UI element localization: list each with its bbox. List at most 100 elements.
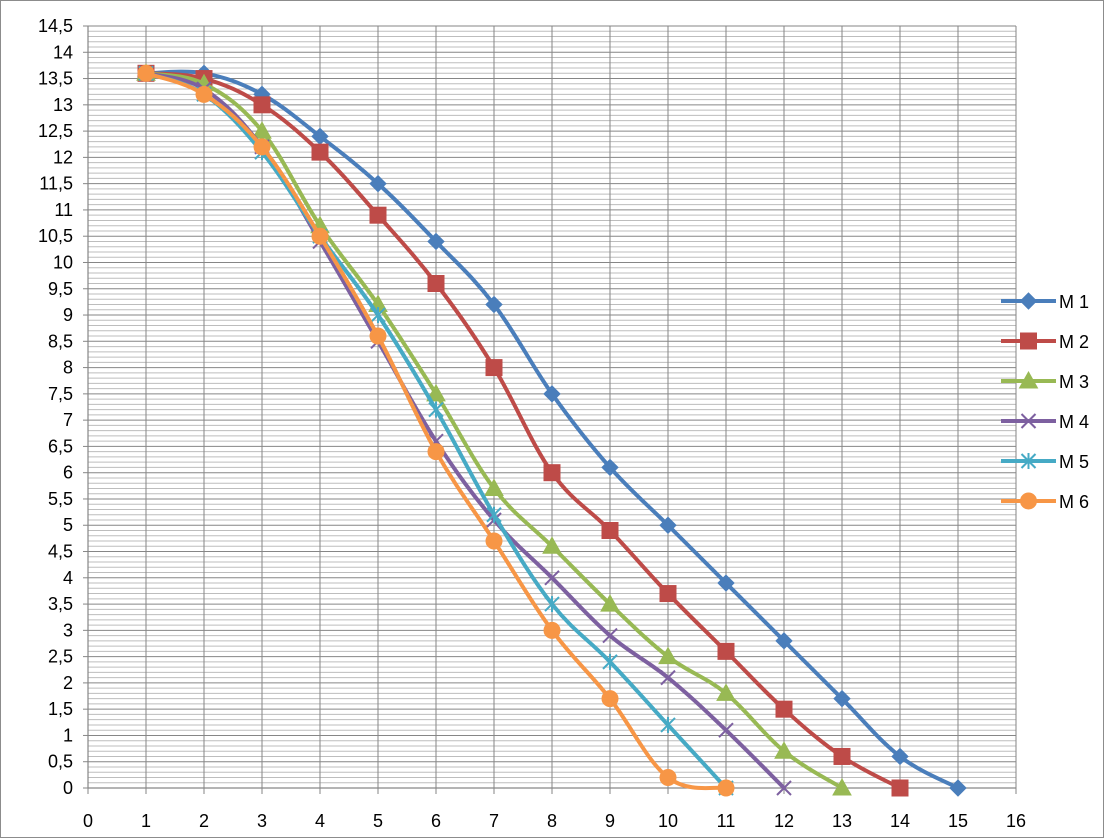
legend-item: M 6 <box>1001 492 1089 512</box>
legend-label: M 5 <box>1059 452 1089 472</box>
data-point <box>427 275 445 293</box>
data-point <box>660 669 676 686</box>
x-tick-label: 12 <box>774 811 794 831</box>
legend-item: M 3 <box>1001 370 1089 392</box>
y-tick-label: 4,5 <box>48 542 73 562</box>
y-tick-label: 9 <box>63 305 73 325</box>
y-tick-label: 6,5 <box>48 436 73 456</box>
data-point <box>949 779 967 797</box>
data-point <box>717 642 735 660</box>
x-tick-label: 15 <box>948 811 968 831</box>
legend-item: M 2 <box>1001 332 1089 352</box>
x-tick-label: 2 <box>199 811 209 831</box>
y-tick-label: 10,5 <box>38 226 73 246</box>
data-point <box>601 521 619 539</box>
data-point <box>717 779 735 797</box>
data-point <box>311 227 329 245</box>
data-point <box>600 594 620 612</box>
x-tick-label: 7 <box>489 811 499 831</box>
legend-marker <box>1018 370 1039 389</box>
series-line <box>144 69 960 790</box>
series-lines <box>136 63 967 797</box>
legend-marker <box>1020 492 1037 510</box>
data-point <box>659 585 677 603</box>
y-tick-label: 7,5 <box>48 384 73 404</box>
data-point <box>660 716 676 733</box>
data-point <box>485 295 503 314</box>
data-point <box>369 206 387 224</box>
y-tick-label: 14 <box>53 42 73 62</box>
legend-item: M 5 <box>1001 452 1089 472</box>
data-point <box>718 722 734 738</box>
y-tick-label: 5 <box>63 515 73 535</box>
x-tick-label: 10 <box>658 811 678 831</box>
x-tick-label: 1 <box>141 811 151 831</box>
y-tick-label: 8,5 <box>48 331 73 351</box>
data-point <box>659 768 677 786</box>
y-tick-label: 9,5 <box>48 279 73 299</box>
x-tick-label: 8 <box>547 811 557 831</box>
data-point <box>658 646 678 665</box>
data-point <box>832 777 852 796</box>
y-tick-label: 12 <box>53 147 73 167</box>
data-point <box>253 96 271 114</box>
y-tick-label: 3,5 <box>48 594 73 614</box>
series-m6 <box>137 64 735 797</box>
y-tick-label: 14,5 <box>38 16 73 36</box>
data-point <box>369 327 387 345</box>
axes <box>83 25 1017 794</box>
x-stroke <box>602 627 618 644</box>
data-point <box>891 747 909 766</box>
x-tick-label: 4 <box>315 811 325 831</box>
data-point <box>369 174 387 193</box>
data-point <box>485 532 503 550</box>
data-point <box>427 443 445 461</box>
y-tick-label: 0,5 <box>48 752 73 772</box>
series-m2 <box>137 64 909 797</box>
data-point <box>775 700 793 718</box>
x-stroke <box>544 570 560 586</box>
legend-item: M 1 <box>1001 292 1089 312</box>
data-point <box>485 359 503 377</box>
x-stroke <box>718 722 734 738</box>
x-tick-label: 11 <box>717 811 736 831</box>
x-tick-label: 5 <box>373 811 383 831</box>
legend-marker <box>1020 332 1037 350</box>
x-tick-label: 0 <box>83 811 93 831</box>
data-point <box>370 307 386 324</box>
data-point <box>543 385 561 403</box>
data-point <box>717 574 735 592</box>
data-point <box>543 621 561 639</box>
y-tick-label: 2,5 <box>48 647 73 667</box>
legend-marker <box>1020 453 1037 469</box>
y-tick-label: 1 <box>63 725 73 745</box>
y-tick-label: 6 <box>63 463 73 483</box>
legend-label: M 4 <box>1059 412 1089 432</box>
data-point <box>542 536 562 554</box>
data-point <box>775 632 793 650</box>
data-point <box>602 627 618 644</box>
y-tick-label: 7 <box>63 410 73 430</box>
data-point <box>544 570 560 586</box>
x-stroke <box>1020 413 1037 429</box>
data-point <box>484 478 504 496</box>
y-tick-label: 8 <box>63 358 73 378</box>
data-point <box>486 506 502 523</box>
data-point <box>833 747 851 765</box>
data-point <box>252 121 272 139</box>
data-point <box>137 64 155 82</box>
data-point <box>428 401 444 418</box>
grid <box>87 25 1017 789</box>
y-tick-label: 13,5 <box>38 69 73 89</box>
y-tick-label: 12,5 <box>38 121 73 141</box>
data-point <box>311 143 329 161</box>
x-tick-label: 14 <box>890 811 910 831</box>
legend: M 1 M 2 M 3 M 4 M 5 M 6 <box>1001 292 1089 512</box>
x-tick-label: 16 <box>1006 811 1026 831</box>
data-point <box>253 138 271 156</box>
data-point <box>601 690 619 708</box>
legend-marker <box>1020 413 1037 429</box>
x-stroke <box>660 669 676 686</box>
